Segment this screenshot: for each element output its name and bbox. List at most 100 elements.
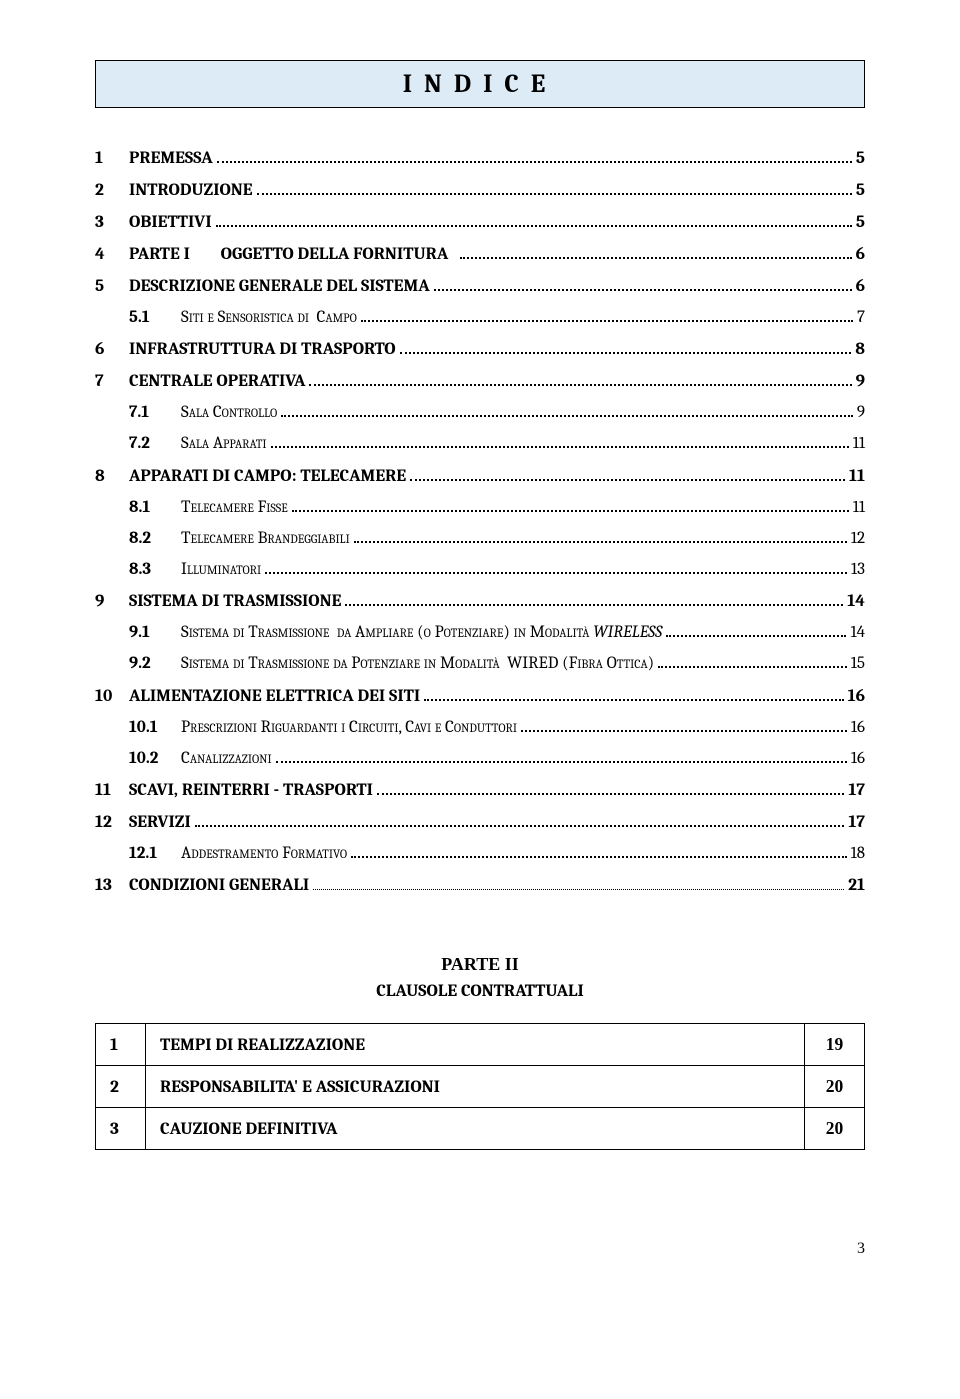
toc-label: Siti e Sensoristica di Campo — [181, 304, 357, 331]
toc-label: Sala Controllo — [181, 399, 277, 426]
toc-page: 9 — [857, 399, 865, 426]
toc-entry: 11SCAVI, REINTERRI - TRASPORTI 17 — [95, 776, 865, 804]
toc-entry: 9.2Sistema di Trasmissione da Potenziare… — [95, 650, 865, 677]
table-row: 3CAUZIONE DEFINITIVA20 — [96, 1108, 865, 1150]
toc-entry: 13CONDIZIONI GENERALI 21 — [95, 871, 865, 899]
toc-entry: 8.1Telecamere Fisse11 — [95, 494, 865, 521]
toc-leader — [271, 446, 849, 448]
toc-entry: 6INFRASTRUTTURA DI TRASPORTO 8 — [95, 335, 865, 363]
toc-leader — [354, 541, 847, 543]
toc-leader — [521, 730, 847, 732]
toc-number: 5.1 — [129, 304, 181, 331]
toc-entry: 9.1Sistema di Trasmissione da Ampliare (… — [95, 619, 865, 646]
toc-leader — [351, 856, 847, 858]
toc-page: 17 — [848, 808, 865, 836]
toc-number: 10 — [95, 682, 129, 710]
row-number: 2 — [96, 1066, 146, 1108]
toc-page: 6 — [856, 240, 865, 268]
toc-page: 14 — [850, 619, 865, 646]
toc-entry: 12.1Addestramento Formativo18 — [95, 840, 865, 867]
toc-number: 10.1 — [129, 714, 181, 741]
toc-leader — [292, 510, 849, 512]
toc-entry: 5DESCRIZIONE GENERALE DEL SISTEMA 6 — [95, 272, 865, 300]
toc-label: Telecamere Brandeggiabili — [181, 525, 350, 552]
toc-entry: 8.3Illuminatori 13 — [95, 556, 865, 583]
toc-number: 7.2 — [129, 430, 181, 457]
toc-label: APPARATI DI CAMPO: TELECAMERE — [129, 462, 406, 490]
toc-page: 15 — [851, 650, 865, 677]
toc-number: 9 — [95, 587, 129, 615]
toc-label-extra: OGGETTO DELLA FORNITURA — [221, 240, 457, 268]
toc-entry: 7.1Sala Controllo 9 — [95, 399, 865, 426]
toc-page: 9 — [856, 367, 865, 395]
toc-label: PARTE I — [129, 240, 190, 268]
toc-number: 11 — [95, 776, 129, 804]
toc-number: 1 — [95, 144, 129, 172]
part2-table: 1TEMPI DI REALIZZAZIONE192RESPONSABILITA… — [95, 1023, 865, 1150]
toc-leader — [281, 415, 853, 417]
table-row: 2RESPONSABILITA' E ASSICURAZIONI20 — [96, 1066, 865, 1108]
toc-number: 9.1 — [129, 619, 181, 646]
toc-label: Sistema di Trasmissione da Ampliare (o P… — [181, 619, 662, 646]
toc-label: Sala Apparati — [181, 430, 267, 457]
toc-leader — [434, 289, 852, 291]
toc-label: SCAVI, REINTERRI - TRASPORTI — [129, 776, 373, 804]
toc-container: 1PREMESSA52INTRODUZIONE53OBIETTIVI54PART… — [95, 144, 865, 899]
toc-label: CONDIZIONI GENERALI — [129, 871, 309, 899]
row-page: 20 — [805, 1108, 865, 1150]
toc-page: 16 — [851, 745, 865, 772]
toc-number: 5 — [95, 272, 129, 300]
toc-label: Illuminatori — [181, 556, 261, 583]
toc-leader — [345, 604, 843, 606]
toc-number: 7 — [95, 367, 129, 395]
toc-leader — [217, 161, 852, 163]
toc-leader — [309, 384, 851, 386]
page-title: INDICE — [96, 69, 864, 99]
toc-number: 13 — [95, 871, 129, 899]
toc-number: 6 — [95, 335, 129, 363]
toc-number: 8 — [95, 462, 129, 490]
toc-leader — [276, 761, 847, 763]
toc-page: 5 — [856, 176, 865, 204]
toc-entry: 1PREMESSA 5 — [95, 144, 865, 172]
toc-page: 11 — [849, 462, 865, 490]
row-number: 1 — [96, 1024, 146, 1066]
row-page: 20 — [805, 1066, 865, 1108]
toc-page: 17 — [848, 776, 865, 804]
toc-page: 13 — [851, 556, 865, 583]
row-label: RESPONSABILITA' E ASSICURAZIONI — [146, 1066, 805, 1108]
toc-leader — [424, 699, 843, 701]
toc-label: SISTEMA DI TRASMISSIONE — [129, 587, 341, 615]
toc-page: 18 — [851, 840, 865, 867]
toc-entry: 4PARTE I OGGETTO DELLA FORNITURA6 — [95, 240, 865, 268]
toc-number: 2 — [95, 176, 129, 204]
toc-page: 16 — [851, 714, 865, 741]
toc-number: 3 — [95, 208, 129, 236]
toc-leader — [257, 193, 852, 195]
row-number: 3 — [96, 1108, 146, 1150]
toc-page: 5 — [856, 144, 865, 172]
table-row: 1TEMPI DI REALIZZAZIONE19 — [96, 1024, 865, 1066]
toc-label: DESCRIZIONE GENERALE DEL SISTEMA — [129, 272, 430, 300]
toc-page: 21 — [848, 871, 865, 899]
toc-number: 7.1 — [129, 399, 181, 426]
toc-entry: 10.2Canalizzazioni16 — [95, 745, 865, 772]
toc-entry: 7.2Sala Apparati11 — [95, 430, 865, 457]
toc-leader — [313, 889, 844, 890]
toc-page: 8 — [855, 335, 865, 363]
toc-entry: 10.1Prescrizioni Riguardanti i Circuiti,… — [95, 714, 865, 741]
part2-title: PARTE II — [95, 954, 865, 975]
toc-page: 7 — [857, 304, 865, 331]
toc-leader — [658, 666, 847, 668]
toc-label: PREMESSA — [129, 144, 213, 172]
toc-label: OBIETTIVI — [129, 208, 212, 236]
row-label: CAUZIONE DEFINITIVA — [146, 1108, 805, 1150]
toc-entry: 3OBIETTIVI 5 — [95, 208, 865, 236]
toc-page: 11 — [853, 494, 865, 521]
toc-label: Telecamere Fisse — [181, 494, 288, 521]
toc-label: INFRASTRUTTURA DI TRASPORTO — [129, 335, 396, 363]
toc-page: 5 — [856, 208, 865, 236]
toc-page: 6 — [856, 272, 865, 300]
toc-number: 8.3 — [129, 556, 181, 583]
toc-leader — [265, 572, 847, 574]
